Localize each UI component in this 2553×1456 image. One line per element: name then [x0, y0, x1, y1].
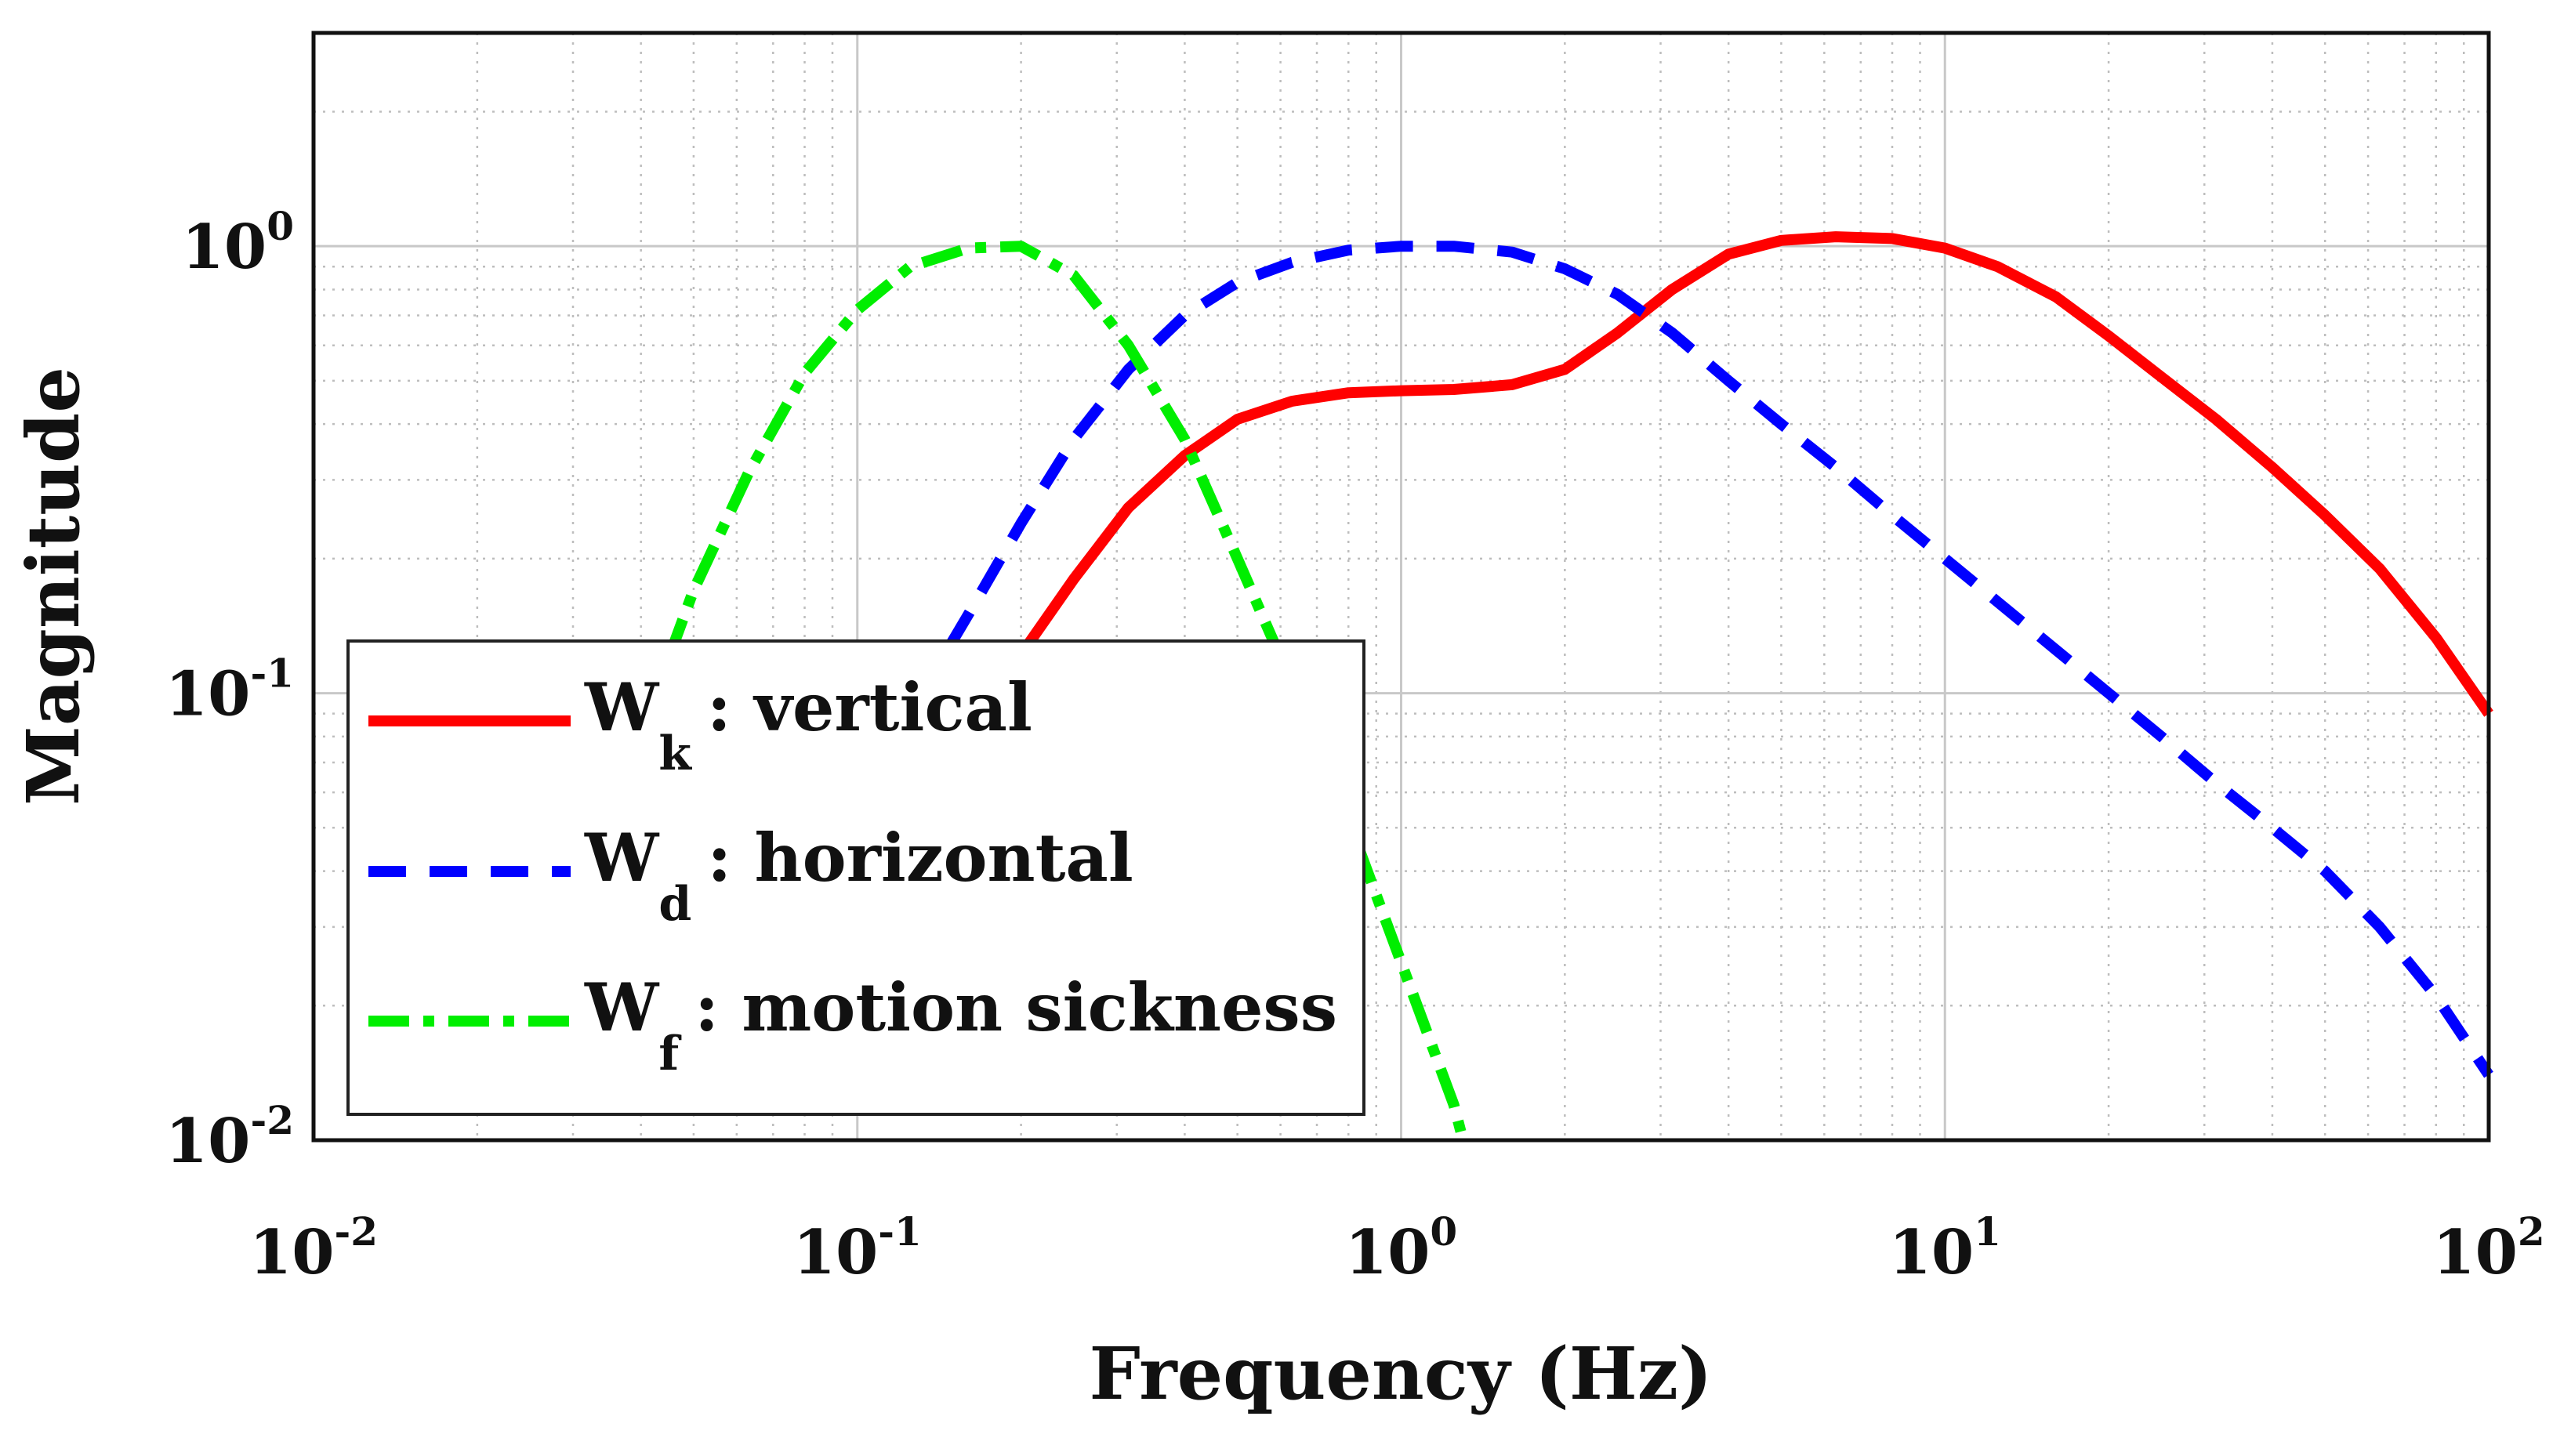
legend: Wk: vertical Wd: horizontal Wf: motion sic… — [346, 639, 1365, 1116]
legend-box — [346, 639, 1365, 1116]
series-line-wf — [663, 241, 1469, 1142]
x-tick-label: 10-2 — [249, 1208, 378, 1288]
y-axis-title: Magnitude — [11, 367, 96, 806]
y-tick-labels: 100 10-1 10-2 — [165, 203, 294, 1177]
x-tick-label: 102 — [2432, 1208, 2544, 1288]
x-tick-label: 10-1 — [793, 1208, 922, 1288]
y-tick-label: 100 — [182, 203, 294, 283]
x-tick-label: 100 — [1345, 1208, 1457, 1288]
x-tick-labels: 10-2 10-1 100 101 102 — [249, 1208, 2545, 1288]
series-layer — [663, 231, 2493, 1142]
y-tick-label: 10-2 — [165, 1097, 294, 1177]
x-tick-label: 101 — [1889, 1208, 2001, 1288]
legend-label-wf: Wf: motion sickness — [584, 969, 1337, 1081]
legend-label-wk: Wk: vertical — [584, 668, 1032, 781]
y-tick-label: 10-1 — [165, 650, 294, 730]
x-axis-title: Frequency (Hz) — [1089, 1331, 1712, 1416]
legend-label-wd: Wd: horizontal — [584, 819, 1133, 932]
plot-frame — [311, 31, 2491, 1143]
series-line-wk — [1016, 231, 2493, 717]
series-line-wd — [914, 241, 2493, 1078]
